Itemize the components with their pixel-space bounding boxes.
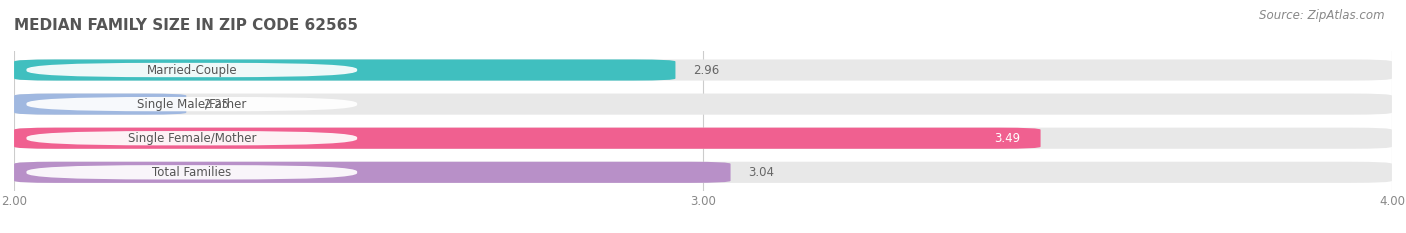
- Text: MEDIAN FAMILY SIZE IN ZIP CODE 62565: MEDIAN FAMILY SIZE IN ZIP CODE 62565: [14, 18, 359, 33]
- FancyBboxPatch shape: [14, 93, 1392, 115]
- Text: 2.25: 2.25: [204, 98, 229, 111]
- Text: Married-Couple: Married-Couple: [146, 64, 238, 76]
- FancyBboxPatch shape: [27, 131, 357, 145]
- Text: Single Male/Father: Single Male/Father: [138, 98, 246, 111]
- Text: 2.96: 2.96: [693, 64, 718, 76]
- FancyBboxPatch shape: [14, 162, 1392, 183]
- FancyBboxPatch shape: [14, 93, 187, 115]
- FancyBboxPatch shape: [27, 97, 357, 111]
- Text: 3.04: 3.04: [748, 166, 773, 179]
- FancyBboxPatch shape: [14, 128, 1392, 149]
- Text: 3.49: 3.49: [994, 132, 1019, 145]
- FancyBboxPatch shape: [14, 162, 731, 183]
- FancyBboxPatch shape: [27, 63, 357, 77]
- FancyBboxPatch shape: [14, 59, 1392, 81]
- FancyBboxPatch shape: [27, 165, 357, 179]
- FancyBboxPatch shape: [14, 59, 675, 81]
- Text: Single Female/Mother: Single Female/Mother: [128, 132, 256, 145]
- FancyBboxPatch shape: [14, 128, 1040, 149]
- Text: Total Families: Total Families: [152, 166, 232, 179]
- Text: Source: ZipAtlas.com: Source: ZipAtlas.com: [1260, 9, 1385, 22]
